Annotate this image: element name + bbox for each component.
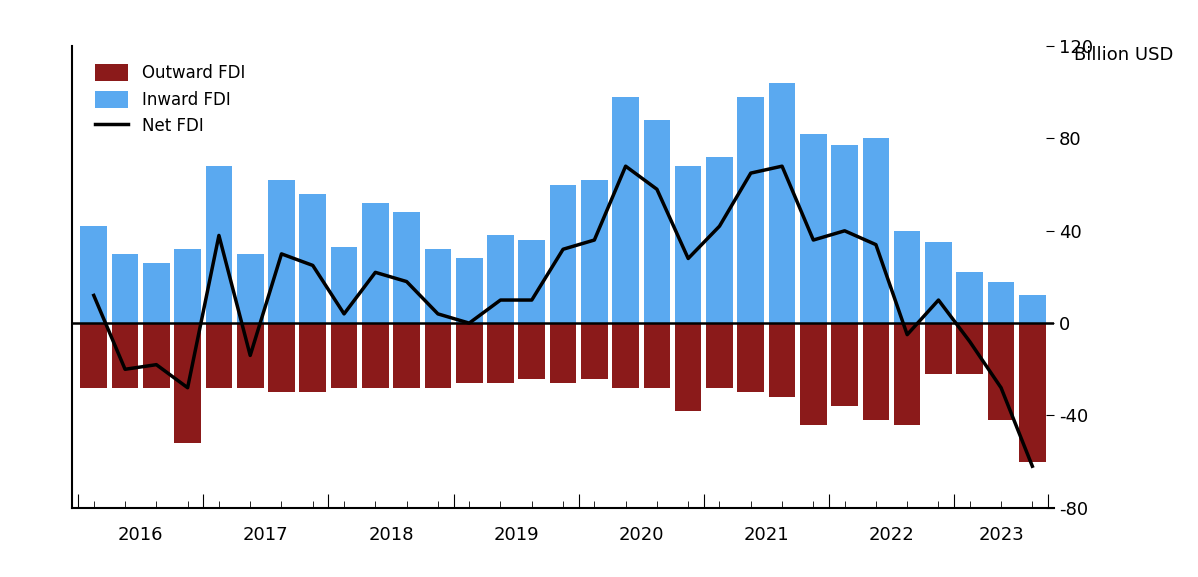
Bar <box>519 323 545 379</box>
Text: 2016: 2016 <box>117 526 163 544</box>
Bar <box>550 185 576 323</box>
Bar <box>362 203 388 323</box>
Bar <box>111 254 138 323</box>
Bar <box>143 263 170 323</box>
Bar <box>456 258 483 323</box>
Bar <box>988 323 1015 420</box>
Bar <box>956 272 984 323</box>
Bar <box>175 323 201 443</box>
Bar <box>519 240 545 323</box>
Bar <box>456 323 483 383</box>
Bar <box>706 157 733 323</box>
Text: 2018: 2018 <box>368 526 413 544</box>
Legend: Outward FDI, Inward FDI, Net FDI: Outward FDI, Inward FDI, Net FDI <box>90 59 250 140</box>
Text: 2022: 2022 <box>869 526 914 544</box>
Bar <box>143 323 170 388</box>
Bar <box>111 323 138 388</box>
Bar <box>925 242 951 323</box>
Bar <box>956 323 984 374</box>
Text: 2020: 2020 <box>618 526 664 544</box>
Bar <box>488 235 514 323</box>
Bar <box>331 323 357 388</box>
Bar <box>769 83 795 323</box>
Bar <box>300 194 326 323</box>
Bar <box>393 212 420 323</box>
Bar <box>925 323 951 374</box>
Bar <box>674 166 702 323</box>
Text: 2021: 2021 <box>744 526 789 544</box>
Bar <box>800 134 827 323</box>
Bar <box>612 97 639 323</box>
Bar <box>393 323 420 388</box>
Bar <box>581 323 607 379</box>
Bar <box>863 138 889 323</box>
Bar <box>300 323 326 392</box>
Bar <box>175 249 201 323</box>
Bar <box>80 323 107 388</box>
Bar <box>237 254 264 323</box>
Text: 2023: 2023 <box>979 526 1024 544</box>
Text: Billion USD: Billion USD <box>1073 46 1173 64</box>
Bar <box>268 180 295 323</box>
Bar <box>831 323 858 406</box>
Bar <box>894 323 920 425</box>
Bar <box>706 323 733 388</box>
Bar <box>488 323 514 383</box>
Bar <box>581 180 607 323</box>
Bar <box>612 323 639 388</box>
Bar <box>738 97 764 323</box>
Bar <box>1019 323 1046 462</box>
Bar <box>863 323 889 420</box>
Bar <box>643 323 670 388</box>
Bar <box>988 282 1015 323</box>
Text: 2019: 2019 <box>494 526 539 544</box>
Bar <box>80 226 107 323</box>
Bar <box>1019 295 1046 323</box>
Bar <box>674 323 702 411</box>
Bar <box>894 231 920 323</box>
Bar <box>206 323 232 388</box>
Bar <box>331 247 357 323</box>
Bar <box>237 323 264 388</box>
Bar <box>424 249 452 323</box>
Bar <box>362 323 388 388</box>
Bar <box>738 323 764 392</box>
Bar <box>424 323 452 388</box>
Bar <box>831 145 858 323</box>
Bar <box>268 323 295 392</box>
Text: 2017: 2017 <box>243 526 289 544</box>
Bar <box>643 120 670 323</box>
Bar <box>800 323 827 425</box>
Bar <box>550 323 576 383</box>
Bar <box>769 323 795 397</box>
Bar <box>206 166 232 323</box>
